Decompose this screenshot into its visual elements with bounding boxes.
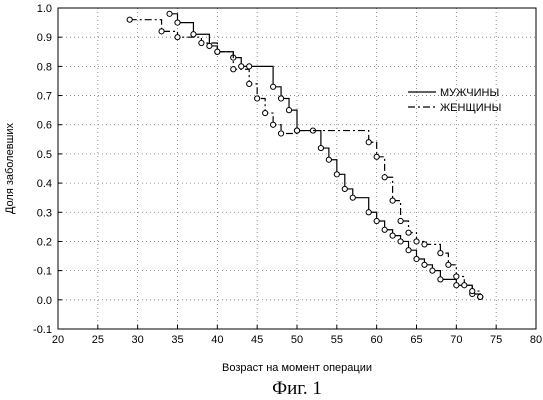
data-point xyxy=(230,66,237,73)
data-point xyxy=(365,209,372,216)
data-point xyxy=(453,273,460,280)
data-point xyxy=(381,174,388,181)
x-tick-label: 75 xyxy=(490,334,502,346)
data-point xyxy=(333,171,340,178)
x-tick-label: 30 xyxy=(132,334,144,346)
data-point xyxy=(190,31,197,38)
data-point xyxy=(262,109,269,117)
x-tick-label: 45 xyxy=(251,334,263,346)
data-point xyxy=(254,95,261,102)
y-tick-label: 0.4 xyxy=(37,178,52,190)
y-tick-label: 0.1 xyxy=(37,266,52,278)
y-tick-label: 0.0 xyxy=(37,295,52,307)
x-tick-label: 25 xyxy=(92,334,104,346)
legend: МУЖЧИНЫ ЖЕНЩИНЫ xyxy=(408,87,501,114)
x-tick-label: 60 xyxy=(371,334,383,346)
data-point xyxy=(126,16,133,23)
x-axis-label: Возраст на момент операции xyxy=(222,362,372,374)
data-point xyxy=(445,261,452,268)
data-point xyxy=(437,250,444,257)
y-tick-label: 0.3 xyxy=(37,207,52,219)
y-tick-label: 0.6 xyxy=(37,120,52,132)
data-point xyxy=(317,144,324,152)
data-point xyxy=(477,293,484,300)
data-point xyxy=(429,267,436,274)
data-point xyxy=(421,241,428,248)
data-point xyxy=(381,226,388,233)
figure-caption: Фиг. 1 xyxy=(272,378,322,399)
data-point xyxy=(453,282,460,289)
ticks-layer: 20 25 30 35 40 45 50 55 60 65 70 75 80 -0.1 0.0 0.1 0.2 0… xyxy=(33,3,542,346)
data-point xyxy=(238,63,245,70)
data-point xyxy=(413,238,420,245)
data-point xyxy=(285,107,293,114)
y-tick-label: 0.8 xyxy=(37,61,52,73)
legend-label-women: ЖЕНЩИНЫ xyxy=(440,102,501,114)
data-point xyxy=(198,39,205,47)
data-point xyxy=(469,287,476,295)
data-point xyxy=(206,42,213,50)
data-point xyxy=(246,63,253,70)
x-tick-label: 35 xyxy=(171,334,183,346)
data-point xyxy=(270,121,277,128)
y-tick-label: 1.0 xyxy=(37,3,52,15)
y-tick-label: 0.9 xyxy=(37,32,52,44)
data-point xyxy=(277,130,285,137)
data-point xyxy=(389,197,396,204)
data-point xyxy=(166,10,173,17)
legend-label-men: МУЖЧИНЫ xyxy=(440,87,499,99)
data-point xyxy=(397,217,404,225)
data-point xyxy=(373,217,380,225)
y-tick-label: 0.2 xyxy=(37,236,52,248)
data-point xyxy=(341,185,348,193)
data-point xyxy=(174,34,181,41)
y-tick-label: 0.5 xyxy=(37,149,52,161)
series-line xyxy=(169,13,481,297)
data-point xyxy=(437,276,444,283)
y-tick-label: -0.1 xyxy=(33,324,52,336)
data-point xyxy=(413,255,420,263)
x-tick-label: 50 xyxy=(291,334,303,346)
x-tick-label: 80 xyxy=(530,334,542,346)
series-layer xyxy=(126,10,484,300)
data-point xyxy=(405,247,412,254)
data-point xyxy=(461,282,468,289)
x-tick-label: 40 xyxy=(211,334,223,346)
data-point xyxy=(270,83,277,90)
data-point xyxy=(246,80,253,87)
data-point xyxy=(174,19,181,26)
data-point xyxy=(405,229,412,236)
y-axis-label: Доля заболевших xyxy=(4,122,16,214)
data-point xyxy=(158,28,165,35)
data-point xyxy=(277,95,285,102)
data-point xyxy=(389,232,396,239)
x-tick-label: 55 xyxy=(331,334,343,346)
data-point xyxy=(373,153,380,160)
x-tick-label: 70 xyxy=(450,334,462,346)
x-tick-label: 20 xyxy=(52,334,64,346)
series-women xyxy=(126,16,484,300)
series-line xyxy=(129,19,481,297)
data-point xyxy=(325,156,332,163)
data-point xyxy=(349,194,356,201)
y-tick-label: 0.7 xyxy=(37,91,52,103)
data-point xyxy=(397,238,404,245)
data-point xyxy=(421,261,428,268)
x-tick-label: 65 xyxy=(410,334,422,346)
series-men xyxy=(166,10,484,300)
data-point xyxy=(293,127,301,134)
data-point xyxy=(365,139,372,146)
data-point xyxy=(214,48,221,55)
